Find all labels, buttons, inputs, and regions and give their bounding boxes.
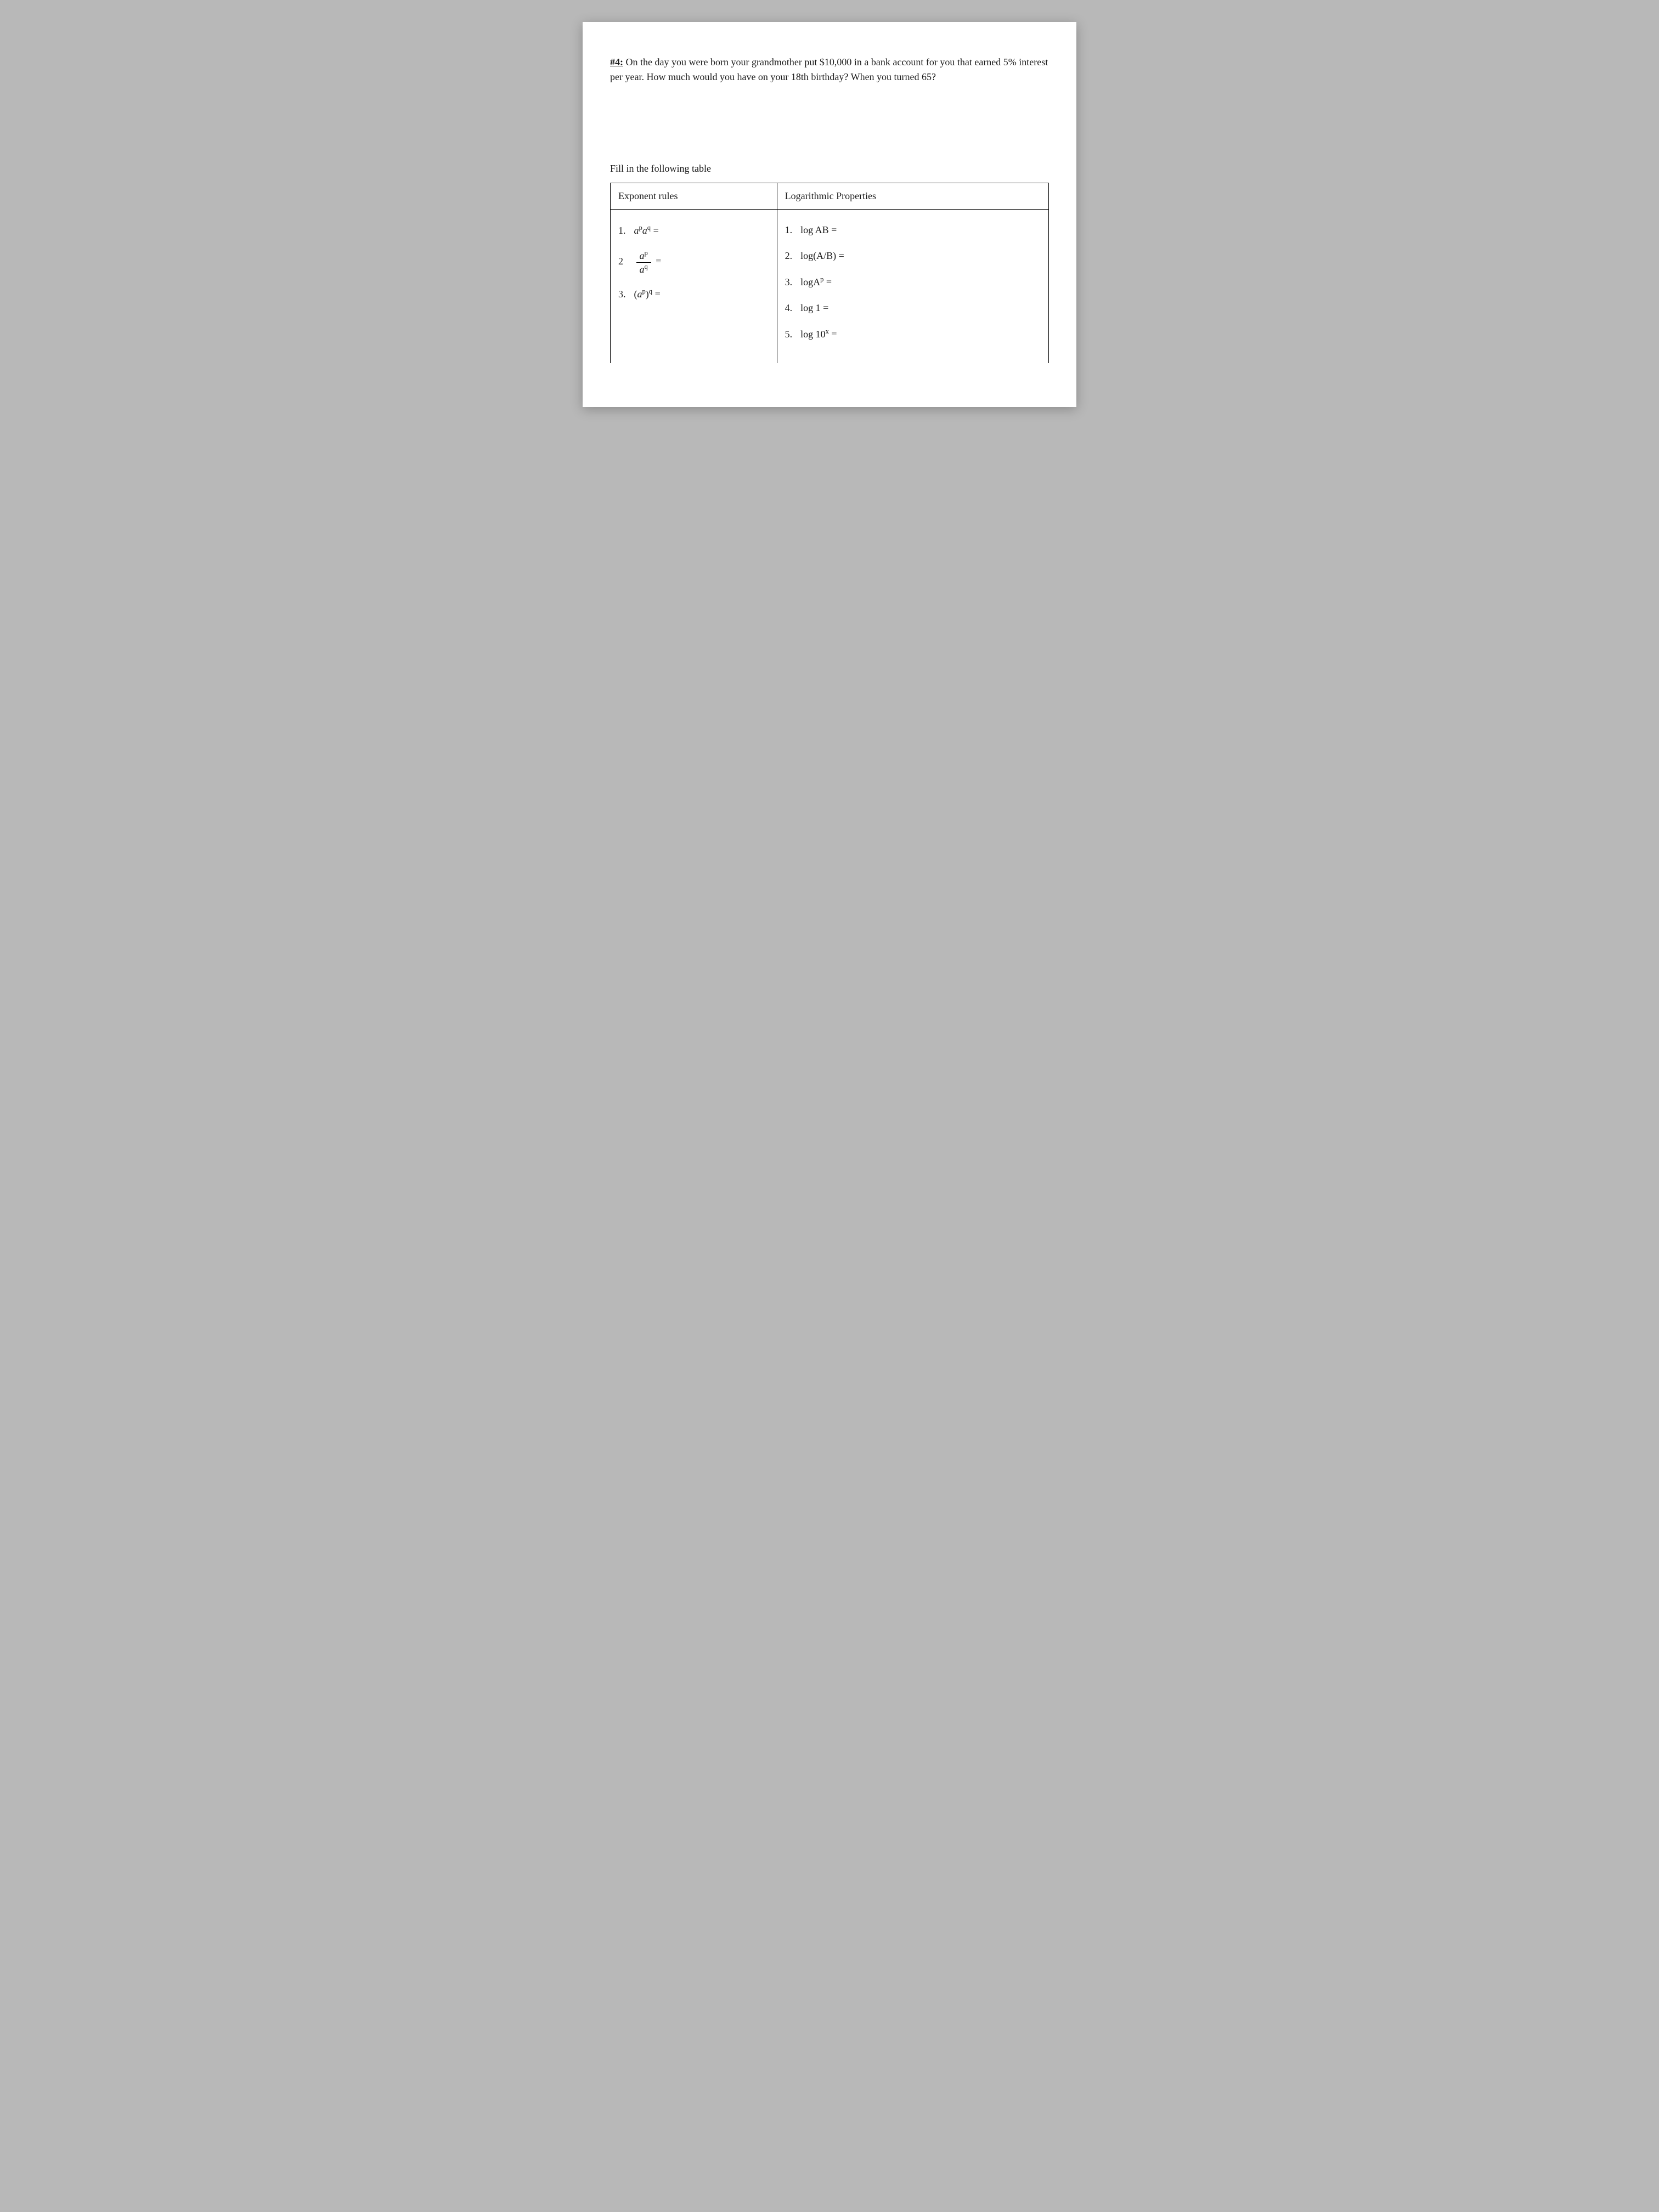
rule-number: 4.: [785, 301, 798, 315]
rule-number: 3.: [785, 275, 798, 290]
table-body-row: 1. apaq = 2 ap aq = 3.: [611, 210, 1049, 363]
rules-table: Exponent rules Logarithmic Properties 1.…: [610, 183, 1049, 363]
exponent-rules-list: 1. apaq = 2 ap aq = 3.: [618, 215, 769, 309]
rule-number: 3.: [618, 287, 631, 302]
rule-expression: log 1 =: [800, 302, 828, 313]
header-exponent-rules: Exponent rules: [611, 183, 777, 210]
rule-expression: ap aq =: [634, 256, 662, 267]
rule-expression: apaq =: [634, 225, 659, 236]
rule-number: 1.: [785, 223, 798, 238]
rule-number: 1.: [618, 223, 631, 238]
exp-rule-1: 1. apaq =: [618, 217, 769, 244]
exponent-rules-cell: 1. apaq = 2 ap aq = 3.: [611, 210, 777, 363]
rule-expression: log(A/B) =: [800, 250, 844, 261]
table-title: Fill in the following table: [610, 161, 1049, 176]
log-rule-3: 3. logAp =: [785, 269, 1041, 295]
table-header-row: Exponent rules Logarithmic Properties: [611, 183, 1049, 210]
rule-expression: (ap)q =: [634, 289, 661, 300]
rule-expression: log AB =: [800, 224, 837, 235]
header-log-properties: Logarithmic Properties: [777, 183, 1048, 210]
log-rule-2: 2. log(A/B) =: [785, 243, 1041, 269]
rule-expression: log 10x =: [800, 329, 837, 340]
worksheet-page: #4: On the day you were born your grandm…: [583, 22, 1076, 407]
log-properties-cell: 1. log AB = 2. log(A/B) = 3. logAp = 4. …: [777, 210, 1048, 363]
rule-number: 2: [618, 254, 631, 269]
problem-text: On the day you were born your grandmothe…: [610, 57, 1048, 82]
log-rule-1: 1. log AB =: [785, 217, 1041, 243]
log-properties-list: 1. log AB = 2. log(A/B) = 3. logAp = 4. …: [785, 215, 1041, 349]
log-rule-5: 5. log 10x =: [785, 321, 1041, 347]
problem-label: #4:: [610, 57, 623, 67]
rule-expression: logAp =: [800, 276, 832, 287]
log-rule-4: 4. log 1 =: [785, 295, 1041, 321]
exp-rule-3: 3. (ap)q =: [618, 281, 769, 307]
rule-number: 2.: [785, 249, 798, 263]
exp-rule-2: 2 ap aq =: [618, 244, 769, 281]
problem-4: #4: On the day you were born your grandm…: [610, 55, 1049, 84]
rule-number: 5.: [785, 327, 798, 342]
